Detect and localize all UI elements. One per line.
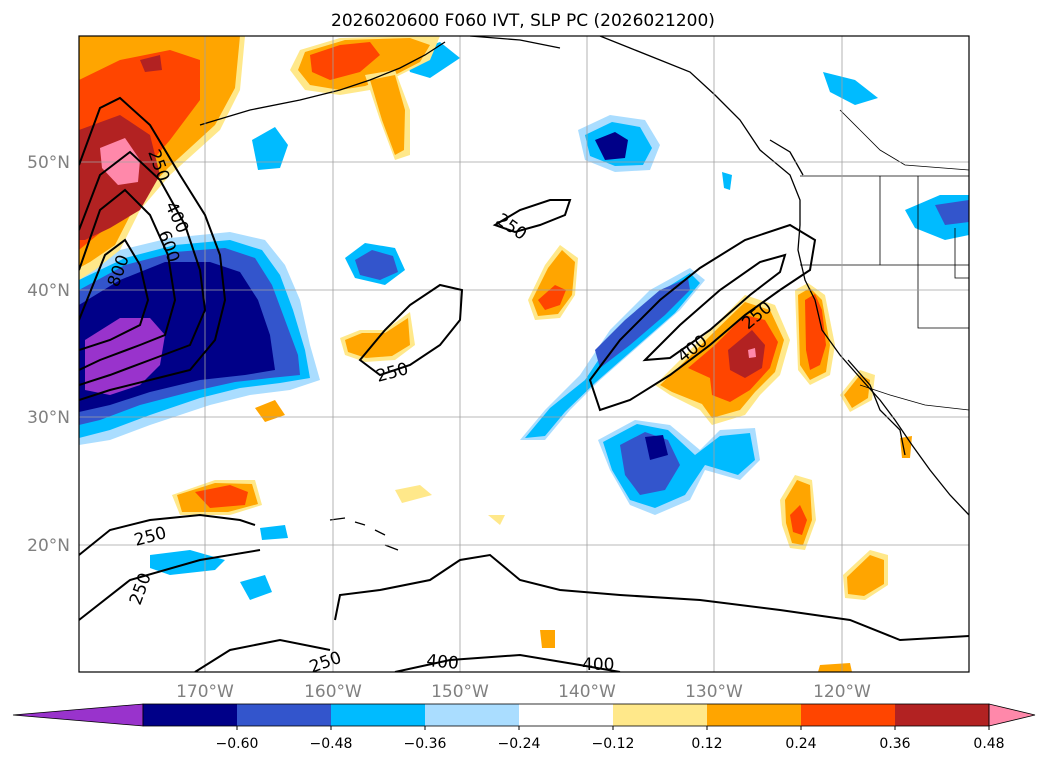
colorbar-segment bbox=[613, 704, 707, 726]
colorbar-extend-low bbox=[12, 703, 144, 727]
anomaly-hawaii-west bbox=[260, 525, 288, 540]
colorbar-tick-label: −0.24 bbox=[498, 736, 541, 752]
coastline-baja bbox=[847, 359, 906, 456]
latitude-labels: 50°N 40°N 30°N 20°N bbox=[27, 153, 70, 556]
coastline-vancouver bbox=[769, 139, 804, 176]
colorbar-segment bbox=[425, 704, 519, 726]
colorbar-segment bbox=[707, 704, 801, 726]
map-title: 2026020600 F060 IVT, SLP PC (2026021200) bbox=[331, 11, 715, 31]
contour-label: 400 bbox=[426, 651, 460, 674]
colorbar-frame bbox=[142, 703, 990, 727]
graticule bbox=[79, 36, 969, 672]
anomaly-central-positive-pink bbox=[748, 348, 756, 358]
anomaly-small-3 bbox=[540, 630, 555, 648]
colorbar-segment bbox=[237, 704, 331, 726]
colorbar-tick-label: −0.60 bbox=[216, 736, 259, 752]
colorbar-segment bbox=[143, 704, 237, 726]
anomaly-north-central-red bbox=[310, 42, 380, 80]
lat-label-40n: 40°N bbox=[27, 281, 70, 301]
contour-nw-800 bbox=[79, 238, 150, 351]
map-area: 250 250 400 600 800 250 250 400 250 250 … bbox=[79, 36, 969, 675]
contour-south-250 bbox=[79, 513, 256, 556]
colorbar-tick-label: 0.12 bbox=[691, 736, 722, 752]
lon-label-120w: 120°W bbox=[813, 682, 871, 702]
anomaly-mid-positive-1-red bbox=[538, 285, 566, 310]
longitude-labels: 170°W 160°W 150°W 140°W 130°W 120°W bbox=[176, 682, 871, 702]
lat-label-20n: 20°N bbox=[27, 536, 70, 556]
anomaly-central-south-navy bbox=[645, 435, 668, 460]
canada-interior bbox=[839, 109, 969, 171]
colorbar-ticks: −0.60 −0.48 −0.36 −0.24 −0.12 0.12 0.24 0.36 0.4… bbox=[216, 726, 1005, 752]
anomaly-coast-cyan bbox=[722, 172, 732, 190]
contour-nw-600 bbox=[79, 188, 177, 371]
anomaly-nw-positive-red-top bbox=[140, 55, 162, 72]
contour-center-250 bbox=[358, 283, 464, 377]
anomaly-interior-west-blue bbox=[935, 200, 969, 225]
contour-east-inner bbox=[642, 253, 787, 362]
slp-contours bbox=[79, 96, 969, 672]
contour-label: 400 bbox=[582, 655, 614, 675]
colorbar-tick-label: −0.12 bbox=[592, 736, 635, 752]
anomaly-central-positive-darkred bbox=[728, 330, 765, 378]
anomaly-california-coast-red bbox=[805, 294, 826, 370]
anomaly-south-1-red bbox=[790, 505, 807, 535]
colorbar-tick-label: 0.24 bbox=[785, 736, 816, 752]
coastline-aleutians bbox=[199, 41, 446, 126]
colorbar-tick-label: −0.36 bbox=[404, 736, 447, 752]
contour-south-long bbox=[334, 553, 969, 642]
contour-south-250b bbox=[79, 549, 261, 621]
anomaly-band-blue bbox=[595, 278, 690, 368]
negative-anomaly-regions bbox=[79, 42, 969, 600]
lon-label-150w: 150°W bbox=[431, 682, 489, 702]
lat-label-50n: 50°N bbox=[27, 153, 70, 173]
contour-nw-outer bbox=[79, 96, 227, 401]
anomaly-ne-pac-a-navy bbox=[595, 132, 628, 160]
coastline-alaska-se bbox=[469, 36, 561, 49]
anomaly-canada-coast bbox=[823, 72, 878, 105]
positive-anomaly-regions bbox=[79, 36, 912, 672]
colorbar-segment bbox=[801, 704, 895, 726]
map-frame bbox=[78, 35, 970, 673]
border-us-mexico bbox=[859, 384, 969, 411]
contour-bottom-400 bbox=[394, 653, 621, 672]
anomaly-small-2 bbox=[395, 485, 432, 503]
anomaly-north-right-orange bbox=[370, 75, 405, 155]
coastline-hawaii bbox=[329, 517, 399, 551]
contour-nw-400 bbox=[79, 150, 207, 386]
lon-label-170w: 170°W bbox=[176, 682, 234, 702]
colorbar-segment bbox=[895, 704, 989, 726]
colorbar bbox=[12, 703, 1036, 727]
colorbar-segment bbox=[519, 704, 613, 726]
anomaly-small-1 bbox=[255, 400, 285, 422]
anomaly-mid-west-small-blue bbox=[355, 250, 398, 280]
colorbar-extend-high bbox=[988, 703, 1036, 727]
anomaly-small-6 bbox=[488, 515, 505, 525]
lon-label-140w: 140°W bbox=[558, 682, 616, 702]
border-states-a bbox=[800, 176, 969, 329]
contour-south-bottom bbox=[194, 638, 331, 672]
anomaly-subtropic-west-2 bbox=[240, 575, 272, 600]
anomaly-west-sub-1-red bbox=[195, 485, 248, 508]
colorbar-segment bbox=[331, 704, 425, 726]
lon-label-160w: 160°W bbox=[304, 682, 362, 702]
anomaly-nw-positive-pink bbox=[100, 138, 140, 185]
lat-label-30n: 30°N bbox=[27, 408, 70, 428]
colorbar-tick-label: −0.48 bbox=[310, 736, 353, 752]
contour-east-outer bbox=[588, 223, 817, 412]
anomaly-south-2-orange bbox=[847, 555, 884, 596]
lon-label-130w: 130°W bbox=[685, 682, 743, 702]
contour-north-250 bbox=[492, 199, 572, 234]
anomaly-nw-small bbox=[252, 127, 288, 170]
colorbar-tick-label: 0.36 bbox=[879, 736, 910, 752]
anomaly-baja-1-orange bbox=[844, 375, 870, 408]
colorbar-tick-label: 0.48 bbox=[973, 736, 1004, 752]
contour-labels: 250 250 400 600 800 250 250 400 250 250 … bbox=[104, 147, 776, 675]
anomaly-small-4 bbox=[818, 663, 852, 672]
land-borders bbox=[800, 109, 969, 411]
